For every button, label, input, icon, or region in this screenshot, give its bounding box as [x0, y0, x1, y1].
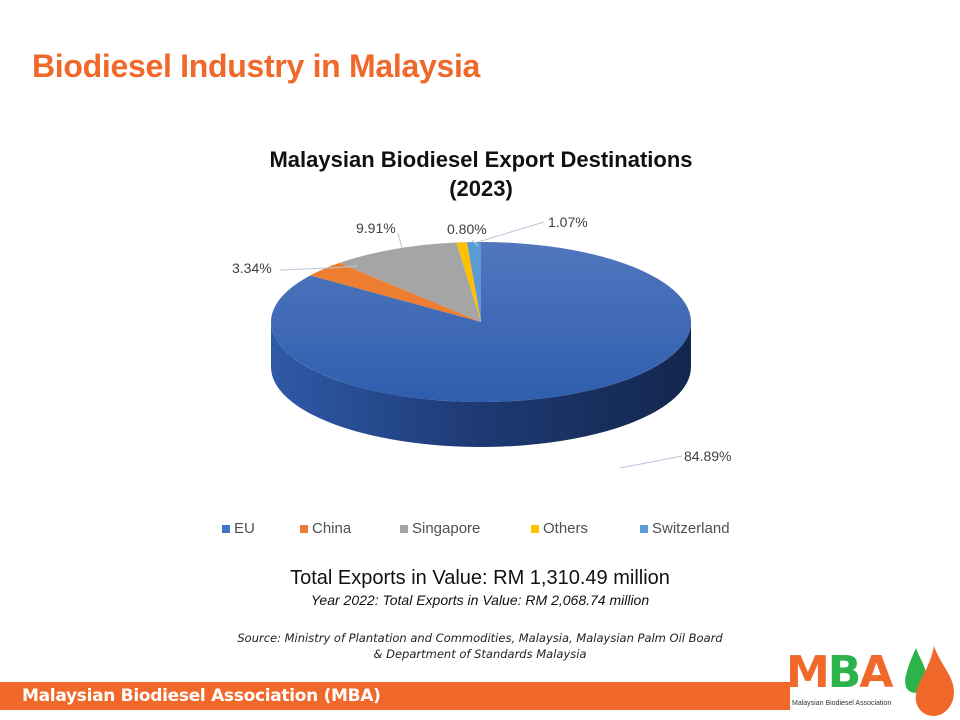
legend-swatch-switzerland [640, 524, 648, 533]
legend-label-others: Others [543, 520, 589, 537]
mba-logo: MBA Malaysian Biodiesel Association [786, 640, 956, 720]
data-label-singapore: 9.91% [356, 220, 396, 236]
legend-item-others: Others [531, 520, 588, 537]
footer-bar [0, 682, 790, 710]
pie-slices [271, 242, 691, 403]
logo-letters: MBA [786, 647, 893, 698]
slide-title: Biodiesel Industry in Malaysia [32, 48, 481, 84]
legend-label-china: China [312, 520, 352, 537]
leader-lines [279, 221, 683, 469]
chart-legend: EU China Singapore Others Switzerland [0, 520, 960, 540]
legend-label-eu: EU [234, 520, 255, 537]
legend-item-eu: EU [222, 520, 255, 537]
legend-swatch-singapore [400, 524, 408, 533]
pie-slice-switzerland [466, 242, 481, 322]
legend-label-singapore: Singapore [412, 520, 481, 537]
previous-year-exports: Year 2022: Total Exports in Value: RM 2,… [310, 592, 650, 608]
logo-letter-a: A [859, 647, 893, 698]
data-label-eu: 84.89% [684, 448, 732, 464]
pie-rim [271, 322, 691, 447]
legend-item-switzerland: Switzerland [640, 520, 730, 537]
chart-title: Malaysian Biodiesel Export Destinations … [0, 145, 960, 203]
source-note: Source: Ministry of Plantation and Commo… [0, 630, 960, 662]
legend-swatch-eu [222, 524, 230, 533]
pie-slice-others [456, 242, 481, 322]
footer-organization: Malaysian Biodiesel Association (MBA) [22, 686, 381, 706]
twin-droplet-icon [905, 646, 954, 716]
logo-subtitle: Malaysian Biodiesel Association [792, 700, 892, 707]
legend-swatch-china [300, 524, 308, 533]
legend-item-singapore: Singapore [400, 520, 480, 537]
chart-title-main: Malaysian Biodiesel Export Destinations [269, 147, 693, 172]
logo-letter-b: B [827, 647, 862, 698]
legend-swatch-others [531, 524, 539, 533]
data-label-switzerland: 1.07% [548, 214, 588, 230]
pie-slice-singapore [339, 242, 481, 322]
data-label-china: 3.34% [232, 260, 272, 276]
data-label-others: 0.80% [447, 221, 487, 237]
legend-label-switzerland: Switzerland [652, 520, 730, 537]
total-exports-value: Total Exports in Value: RM 1,310.49 mill… [290, 567, 670, 589]
pie-slice-china [310, 262, 481, 322]
source-line-1: Source: Ministry of Plantation and Commo… [237, 631, 723, 645]
chart-title-year: (2023) [449, 176, 513, 201]
pie-slice-eu [271, 242, 691, 403]
legend-item-china: China [300, 520, 351, 537]
logo-letter-m: M [786, 647, 830, 698]
source-line-2: & Department of Standards Malaysia [373, 647, 587, 661]
